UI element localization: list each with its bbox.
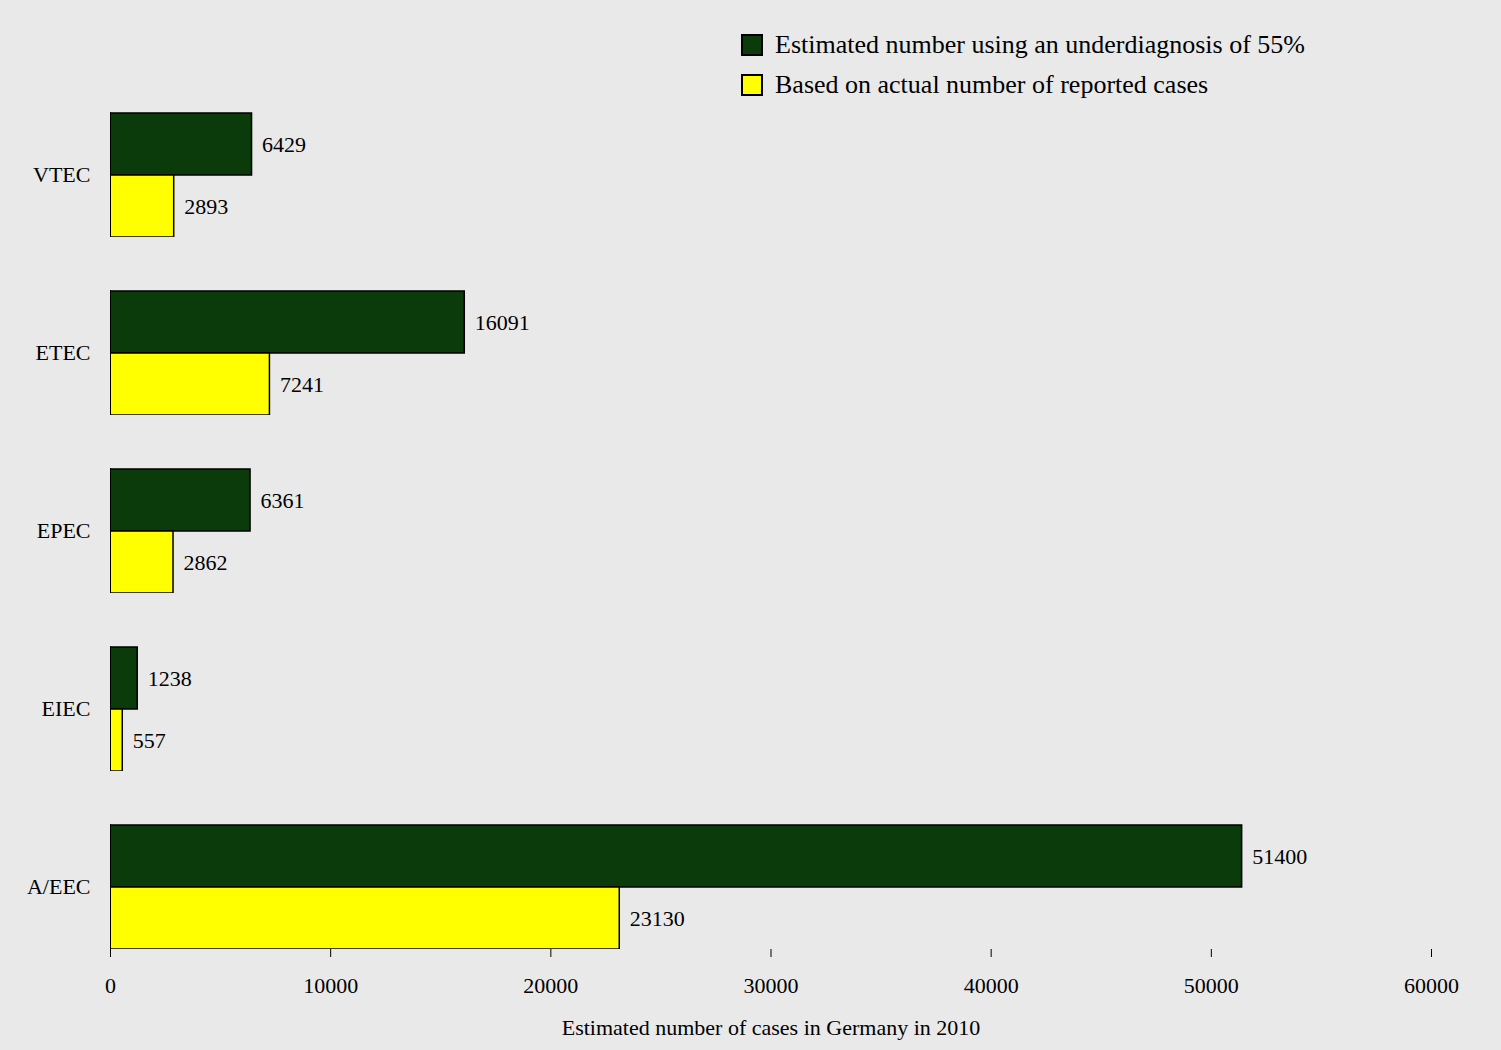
svg-text:30000: 30000 — [744, 973, 799, 998]
svg-text:2862: 2862 — [184, 550, 228, 575]
svg-text:51400: 51400 — [1252, 844, 1307, 869]
svg-text:6361: 6361 — [261, 488, 305, 513]
svg-text:Estimated number of cases in G: Estimated number of cases in Germany in … — [562, 1015, 981, 1040]
svg-text:A/EEC: A/EEC — [27, 874, 91, 899]
svg-text:EIEC: EIEC — [42, 696, 91, 721]
svg-text:16091: 16091 — [475, 310, 530, 335]
svg-text:23130: 23130 — [630, 906, 685, 931]
svg-text:7241: 7241 — [280, 372, 324, 397]
svg-text:10000: 10000 — [303, 973, 358, 998]
svg-text:0: 0 — [105, 973, 116, 998]
svg-text:2893: 2893 — [184, 194, 228, 219]
svg-text:60000: 60000 — [1404, 973, 1459, 998]
svg-text:ETEC: ETEC — [36, 340, 91, 365]
html-text:Based on actual number of repo: Based on actual number of reported cases — [775, 70, 1209, 99]
svg-text:557: 557 — [133, 728, 166, 753]
svg-text:50000: 50000 — [1184, 973, 1239, 998]
svg-text:1238: 1238 — [148, 666, 192, 691]
svg-text:20000: 20000 — [523, 973, 578, 998]
svg-text:40000: 40000 — [964, 973, 1019, 998]
svg-text:EPEC: EPEC — [37, 518, 91, 543]
svg-text:VTEC: VTEC — [33, 162, 90, 187]
svg-text:6429: 6429 — [262, 132, 306, 157]
html-text:Estimated number using an unde: Estimated number using an underdiagnosis… — [775, 30, 1305, 59]
